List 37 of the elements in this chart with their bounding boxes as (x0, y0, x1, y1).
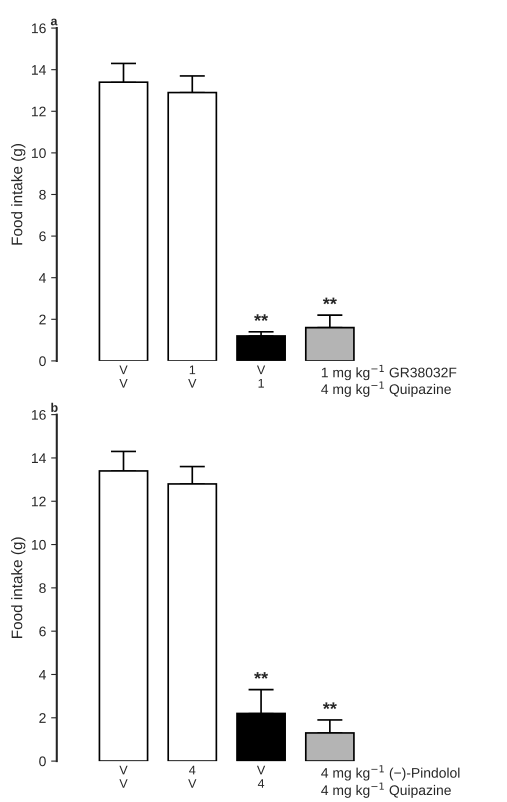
y-tick-label: 2 (39, 713, 46, 723)
y-tick-label: 14 (32, 65, 46, 75)
x-tick-label: V 4 (256, 766, 266, 788)
text: 4 mg kg$^{−1}$ Quipazine (321, 782, 451, 798)
y-tick-label: 14 (32, 453, 46, 463)
text: 4 mg kg$^{−1}$ Quipazine (321, 382, 451, 397)
data-label: ** (322, 298, 337, 304)
y-tick-label: 16 (32, 410, 46, 420)
y-axis-title: Food intake (g) (11, 537, 26, 638)
y-tick-label: 8 (39, 190, 46, 200)
x-tick-label: V V (119, 366, 128, 388)
y-axis-title: Food intake (g) (11, 144, 26, 245)
bar (236, 335, 286, 361)
y-tick-label: 10 (32, 148, 46, 158)
y-tick-label: 4 (38, 670, 46, 680)
y-tick-label: 12 (32, 496, 46, 506)
text: 4 mg kg$^{−1}$ (−)-Pindolol (321, 765, 460, 781)
y-tick-label: 6 (39, 231, 46, 242)
x-tick-label: 1 V (188, 366, 196, 388)
text: 1 mg kg$^{−1}$ GR38032F (322, 364, 456, 380)
chart-title: b (51, 402, 58, 412)
y-tick-label: 4 (38, 273, 46, 283)
data-label: ** (254, 672, 268, 679)
x-tick-label: V V (119, 766, 128, 788)
y-tick-label: 10 (32, 540, 46, 550)
x-tick-label: 4 V (188, 766, 196, 788)
data-label: ** (322, 702, 337, 710)
y-tick-label: 0 (39, 356, 46, 366)
data-label: ** (254, 314, 268, 321)
x-tick-label: V 1 (256, 366, 266, 388)
y-tick-label: 16 (32, 23, 46, 34)
y-tick-label: 0 (39, 756, 46, 766)
y-tick-label: 12 (32, 106, 46, 116)
y-tick-label: 2 (39, 314, 46, 324)
y-tick-label: 6 (39, 626, 46, 636)
chart-title: a (50, 18, 58, 26)
y-tick-label: 8 (39, 583, 46, 594)
